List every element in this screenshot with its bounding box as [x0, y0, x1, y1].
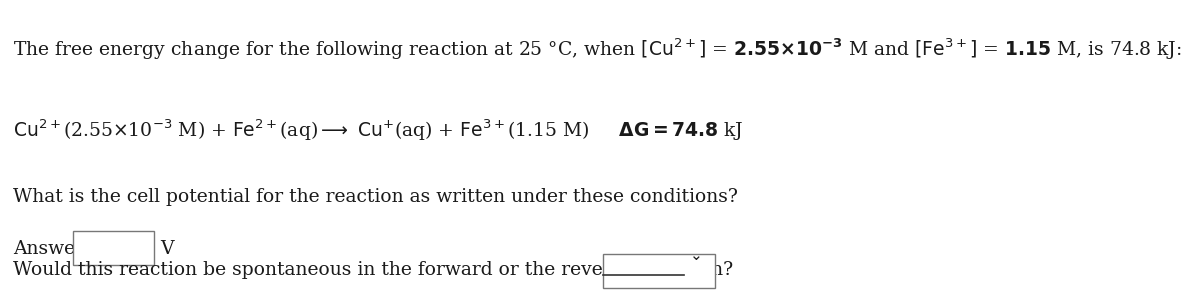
Text: $\mathrm{Cu^{2+}}$(2.55$\times$10$^{-3}$ M) + $\mathrm{Fe^{2+}}$(aq)$\longrighta: $\mathrm{Cu^{2+}}$(2.55$\times$10$^{-3}$… — [13, 117, 743, 142]
Text: V: V — [161, 240, 174, 258]
Text: What is the cell potential for the reaction as written under these conditions?: What is the cell potential for the react… — [13, 188, 738, 206]
Text: The free energy change for the following reaction at 25 °C, when $[\mathrm{Cu^{2: The free energy change for the following… — [13, 36, 1181, 62]
Text: Would this reaction be spontaneous in the forward or the reverse direction?: Would this reaction be spontaneous in th… — [13, 261, 733, 279]
Text: ⌄: ⌄ — [690, 248, 702, 263]
Text: Answer:: Answer: — [13, 240, 90, 258]
Bar — [73, 231, 154, 265]
Bar — [604, 254, 715, 288]
